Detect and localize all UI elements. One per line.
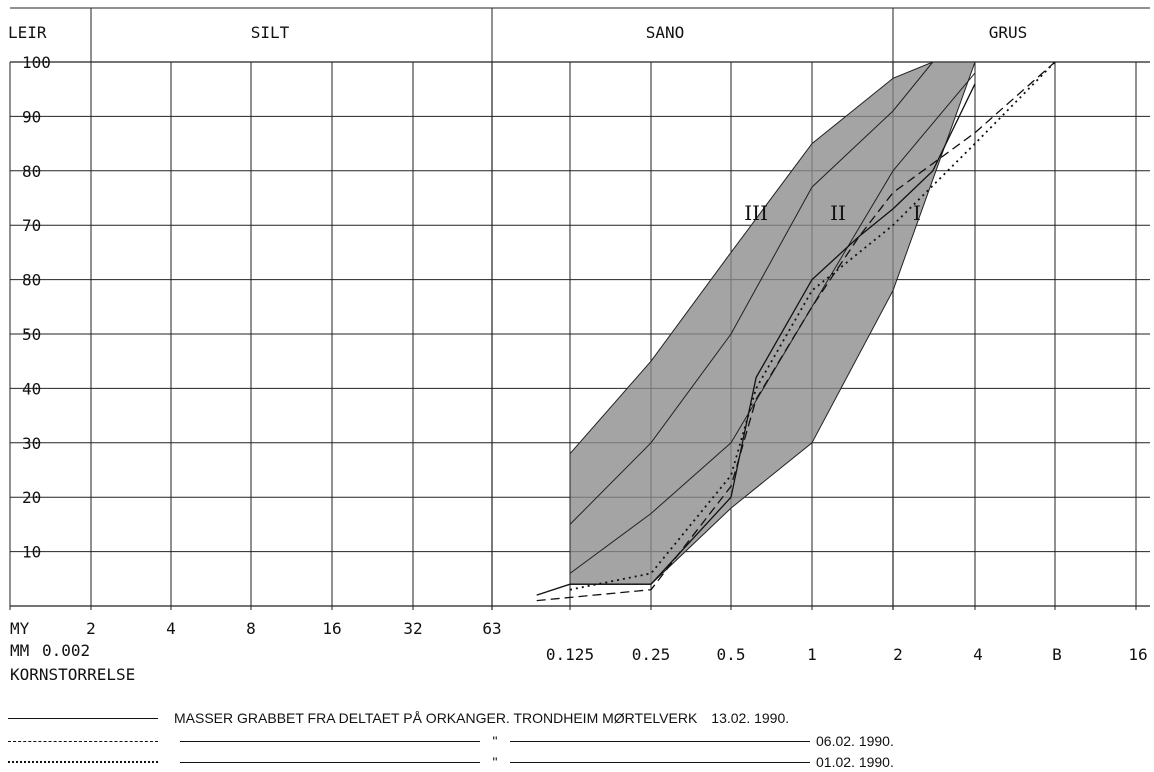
y-tick-label: 50 [22, 325, 41, 344]
y-tick-label: 70 [22, 216, 41, 235]
header-leir: LEIR [8, 23, 47, 42]
mm-tick-label: 0.5 [717, 645, 746, 664]
zone-label-iii: III [744, 201, 768, 225]
mm-tick-label: 4 [973, 645, 983, 664]
axis-labels: LEIR SILT SANO GRUS100908070805040302010III… [8, 23, 1148, 684]
legend-row-13-02: MASSER GRABBET FRA DELTAET PÅ ORKANGER. … [8, 708, 789, 728]
y-tick-label: 80 [22, 271, 41, 290]
ditto-mark: " [492, 733, 498, 749]
envelope-zone [569, 61, 976, 585]
y-tick-label: 10 [22, 543, 41, 562]
my-tick-label: 63 [482, 619, 501, 638]
series-line-dotted [569, 61, 1056, 591]
mm-tick-label: 0.25 [632, 645, 671, 664]
ditto-mark: " [492, 754, 498, 770]
y-tick-label: 80 [22, 162, 41, 181]
series-line-solid [536, 83, 976, 596]
my-tick-label: 32 [403, 619, 422, 638]
legend-row-01-02: " 01.02. 1990. [8, 752, 894, 772]
mm-label: MM [10, 641, 29, 660]
y-tick-label: 40 [22, 379, 41, 398]
y-tick-label: 20 [22, 488, 41, 507]
my-label: MY [10, 619, 30, 638]
legend-row-06-02: " 06.02. 1990. [8, 731, 894, 751]
mm-tick-label: 1 [807, 645, 817, 664]
mm-tick-label: 0.125 [546, 645, 594, 664]
legend-dashed-swatch [8, 740, 158, 742]
legend-dotted-swatch [8, 761, 158, 763]
series-line-dashed [536, 61, 1056, 602]
header-sano: SANO [646, 23, 685, 42]
legend-text: MASSER GRABBET FRA DELTAET PÅ ORKANGER. … [174, 710, 698, 726]
series-lines [536, 61, 1056, 602]
header-grus: GRUS [989, 23, 1028, 42]
my-tick-label: 2 [86, 619, 96, 638]
my-tick-label: 8 [246, 619, 256, 638]
legend-solid-swatch [8, 717, 158, 719]
y-tick-label: 30 [22, 434, 41, 453]
y-tick-label: 90 [22, 107, 41, 126]
legend-date: 01.02. 1990. [816, 754, 894, 770]
legend-date: 13.02. 1990. [711, 710, 790, 726]
my-tick-label: 4 [166, 619, 176, 638]
mm-tick-label: 16 [1128, 645, 1147, 664]
zone-label-ii: II [830, 201, 846, 225]
mm-tick-label: B [1052, 645, 1062, 664]
x-axis-title: KORNSTORRELSE [10, 665, 135, 684]
envelope-zone-area [569, 61, 976, 585]
zone-label-i: I [913, 201, 921, 225]
header-silt: SILT [251, 23, 290, 42]
grain-size-chart: LEIR SILT SANO GRUS100908070805040302010III… [8, 7, 1150, 684]
mm-tick-label: 2 [893, 645, 903, 664]
my-tick-label: 16 [322, 619, 341, 638]
mm-first-tick: 0.002 [42, 641, 90, 660]
legend-date: 06.02. 1990. [816, 733, 894, 749]
y-tick-label: 100 [22, 53, 51, 72]
zone-boundary-line [569, 61, 934, 525]
